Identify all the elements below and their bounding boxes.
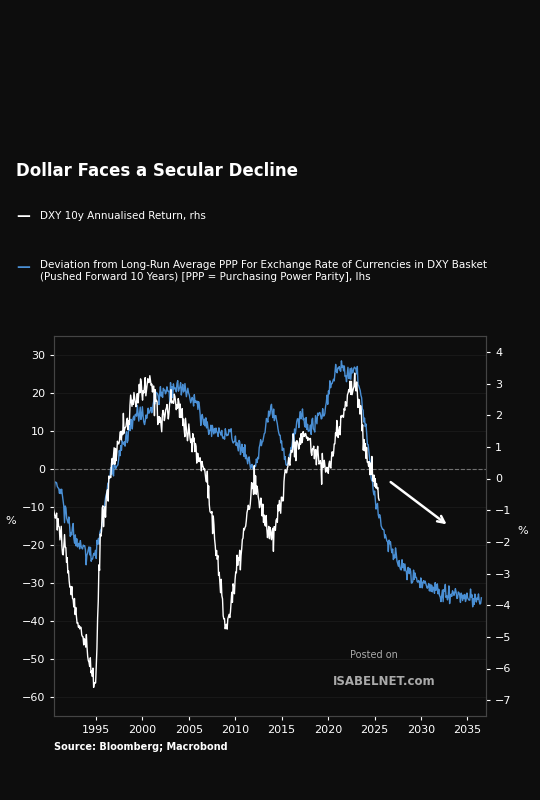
Text: Posted on: Posted on (350, 650, 398, 660)
Text: Dollar Faces a Secular Decline: Dollar Faces a Secular Decline (16, 162, 298, 180)
Text: DXY 10y Annualised Return, rhs: DXY 10y Annualised Return, rhs (40, 211, 206, 221)
Text: —: — (16, 209, 30, 223)
Text: ISABELNET.com: ISABELNET.com (333, 675, 435, 688)
Text: Deviation from Long-Run Average PPP For Exchange Rate of Currencies in DXY Baske: Deviation from Long-Run Average PPP For … (40, 260, 488, 282)
Y-axis label: %: % (517, 526, 528, 536)
Text: Source: Bloomberg; Macrobond: Source: Bloomberg; Macrobond (54, 742, 228, 752)
Text: —: — (16, 260, 30, 274)
Y-axis label: %: % (5, 516, 16, 526)
